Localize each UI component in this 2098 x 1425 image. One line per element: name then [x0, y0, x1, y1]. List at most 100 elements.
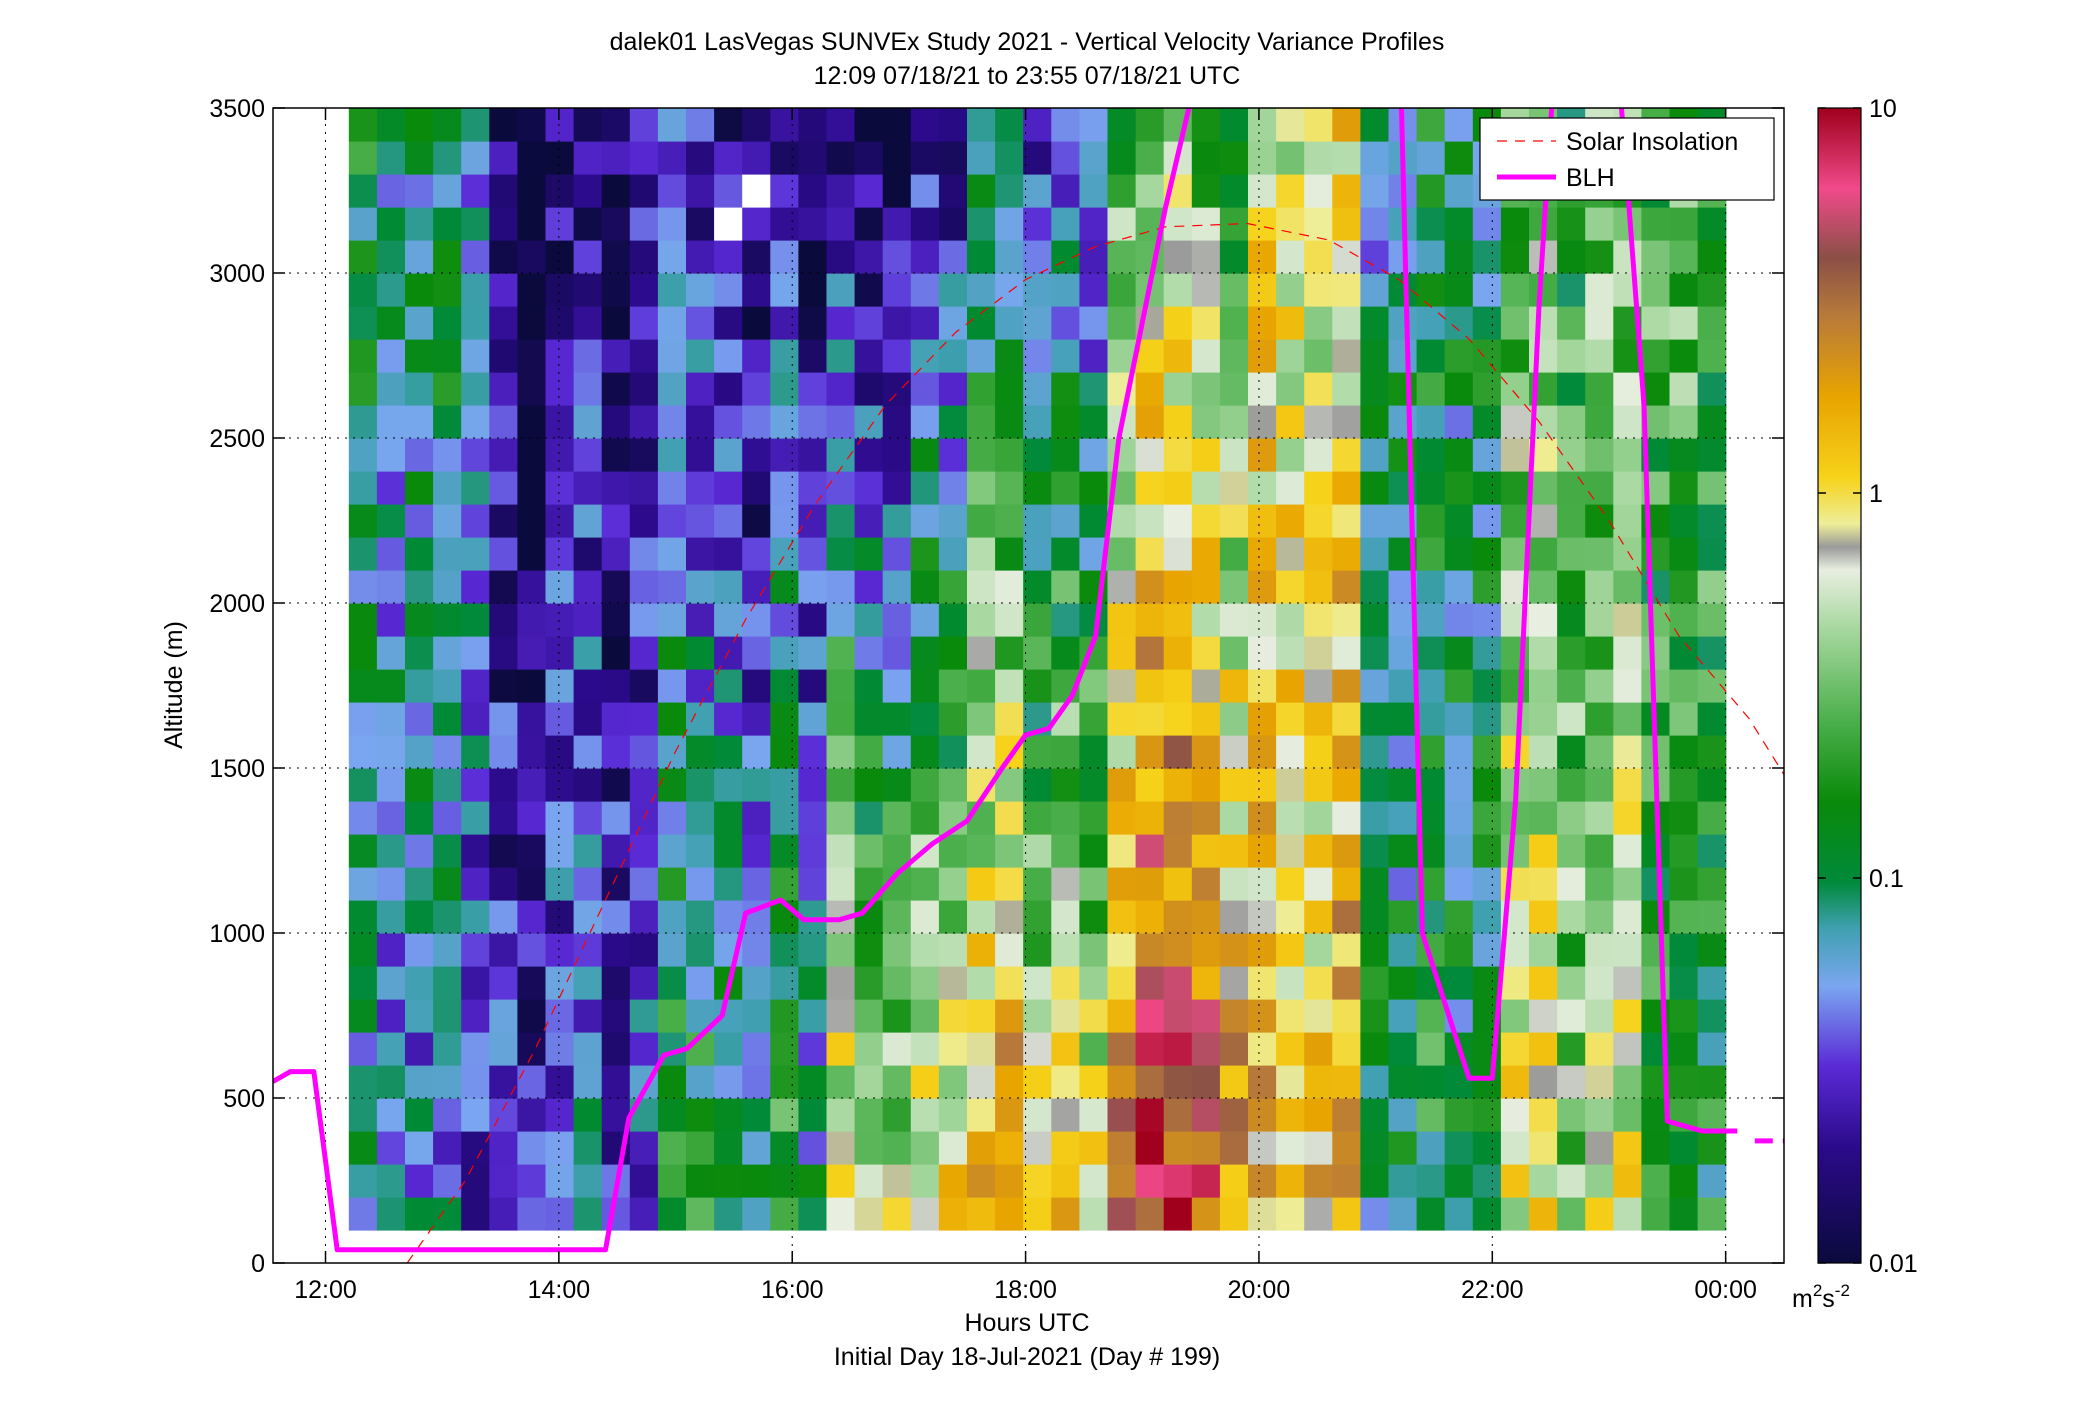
heatmap-cell: [545, 471, 575, 505]
heatmap-cell: [1557, 933, 1586, 967]
heatmap-cell: [1163, 405, 1193, 439]
heatmap-cell: [1304, 1131, 1333, 1165]
heatmap-cell: [1051, 1032, 1080, 1066]
heatmap-cell: [910, 174, 940, 208]
heatmap-cell: [376, 207, 406, 241]
heatmap-cell: [1444, 207, 1474, 241]
heatmap-cell: [1388, 636, 1418, 670]
heatmap-cell: [826, 339, 856, 373]
heatmap-cell: [1023, 900, 1052, 934]
heatmap-cell: [1669, 273, 1699, 307]
heatmap-cell: [1051, 867, 1080, 901]
heatmap-cell: [1304, 1164, 1333, 1198]
heatmap-cell: [348, 735, 378, 769]
heatmap-cell: [545, 207, 575, 241]
heatmap-cell: [629, 306, 659, 340]
heatmap-cell: [489, 339, 518, 373]
heatmap-cell: [1444, 273, 1474, 307]
heatmap-cell: [798, 966, 828, 1000]
heatmap-cell: [1360, 1065, 1390, 1099]
heatmap-cell: [545, 636, 575, 670]
heatmap-cell: [882, 900, 912, 934]
heatmap-cell: [1023, 867, 1052, 901]
heatmap-cell: [433, 471, 462, 505]
heatmap-cell: [1500, 306, 1530, 340]
heatmap-cell: [854, 504, 884, 538]
heatmap-cell: [770, 1131, 799, 1165]
heatmap-cell: [1304, 174, 1333, 208]
heatmap-cell: [517, 1197, 547, 1231]
heatmap-cell: [826, 273, 856, 307]
heatmap-cell: [938, 1032, 968, 1066]
heatmap-cell: [376, 702, 406, 736]
heatmap-cell: [629, 1131, 659, 1165]
heatmap-cell: [1023, 240, 1052, 274]
heatmap-cell: [1585, 933, 1614, 967]
heatmap-cell: [573, 966, 603, 1000]
heatmap-cell: [1500, 999, 1530, 1033]
heatmap-cell: [489, 966, 518, 1000]
heatmap-cell: [573, 801, 603, 835]
heatmap-cell: [1557, 867, 1586, 901]
heatmap-cell: [1472, 1065, 1502, 1099]
heatmap-cell: [1500, 1197, 1530, 1231]
heatmap-cell: [995, 537, 1024, 571]
heatmap-cell: [629, 438, 659, 472]
heatmap-cell: [376, 570, 406, 604]
heatmap-cell: [489, 669, 518, 703]
heatmap-cell: [657, 867, 687, 901]
heatmap-cell: [1163, 240, 1193, 274]
heatmap-cell: [461, 735, 490, 769]
heatmap-cell: [629, 768, 659, 802]
heatmap-cell: [433, 636, 462, 670]
heatmap-cell: [1669, 900, 1699, 934]
heatmap-cell: [1163, 306, 1193, 340]
heatmap-cell: [1500, 207, 1530, 241]
heatmap-cell: [489, 999, 518, 1033]
heatmap-cell: [1332, 306, 1361, 340]
heatmap-cell: [1472, 405, 1502, 439]
heatmap-cell: [714, 1131, 743, 1165]
heatmap-cell: [601, 636, 631, 670]
heatmap-cell: [348, 306, 378, 340]
heatmap-cell: [1107, 537, 1137, 571]
heatmap-cell: [433, 537, 462, 571]
heatmap-cell: [1023, 933, 1052, 967]
heatmap-cell: [826, 636, 856, 670]
heatmap-cell: [1669, 306, 1699, 340]
plot-frame: [272, 107, 1785, 1264]
heatmap-cell: [1557, 1164, 1586, 1198]
heatmap-cell: [714, 1197, 743, 1231]
heatmap-cell: [1585, 966, 1614, 1000]
heatmap-cell: [573, 372, 603, 406]
heatmap-cell: [1416, 273, 1446, 307]
heatmap-cell: [1219, 1164, 1249, 1198]
x-tick-label: 00:00: [1694, 1276, 1757, 1304]
heatmap-cell: [1332, 141, 1361, 175]
heatmap-cell: [1163, 966, 1193, 1000]
heatmap-cell: [1079, 933, 1109, 967]
heatmap-cell: [489, 405, 518, 439]
heatmap-cell: [1332, 537, 1361, 571]
heatmap-cell: [573, 768, 603, 802]
heatmap-cell: [489, 1032, 518, 1066]
heatmap-cell: [714, 240, 743, 274]
heatmap-cell: [1472, 735, 1502, 769]
heatmap-cell: [376, 306, 406, 340]
heatmap-cell: [1360, 669, 1390, 703]
heatmap-cell: [1472, 306, 1502, 340]
heatmap-cell: [938, 537, 968, 571]
heatmap-cell: [1051, 372, 1080, 406]
heatmap-cell: [601, 999, 631, 1033]
heatmap-cell: [601, 438, 631, 472]
heatmap-cell: [1585, 405, 1614, 439]
heatmap-cell: [1191, 867, 1221, 901]
heatmap-cell: [995, 438, 1024, 472]
heatmap-cell: [1472, 900, 1502, 934]
x-axis-label: Hours UTC: [964, 1309, 1089, 1337]
heatmap-cell: [517, 108, 547, 142]
heatmap-cell: [910, 1065, 940, 1099]
heatmap-cell: [910, 570, 940, 604]
heatmap-cell: [1416, 339, 1446, 373]
heatmap-cell: [376, 273, 406, 307]
